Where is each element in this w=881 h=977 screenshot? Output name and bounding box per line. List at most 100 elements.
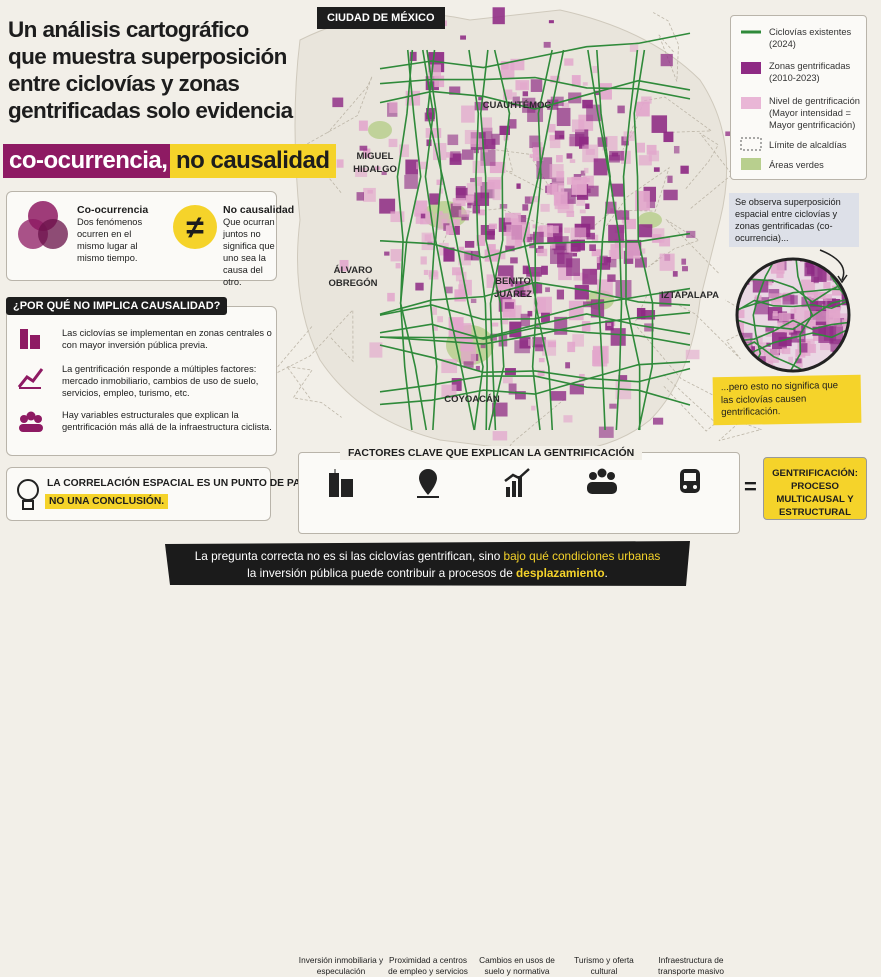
gentrified-zone bbox=[438, 188, 443, 194]
district-label: OBREGÓN bbox=[328, 278, 378, 289]
gentrified-zone bbox=[538, 358, 545, 363]
gentrified-zone bbox=[381, 171, 387, 176]
legend-label: Zonas gentrificadas (2010-2023) bbox=[769, 61, 851, 83]
gentrified-zone bbox=[615, 280, 632, 298]
district-label: ÁLVARO bbox=[333, 265, 373, 276]
gentrified-zone bbox=[831, 285, 844, 296]
gentrified-zone bbox=[610, 243, 623, 259]
gentrified-zone bbox=[545, 287, 550, 293]
gentrified-zone bbox=[415, 282, 424, 291]
gentrified-zone bbox=[788, 319, 797, 328]
gentrified-zone bbox=[532, 147, 544, 161]
gentrified-zone bbox=[390, 211, 405, 223]
gentrified-zone bbox=[813, 291, 826, 300]
gentrified-zone bbox=[488, 223, 497, 230]
decor bbox=[589, 472, 597, 480]
gentrified-zone bbox=[556, 107, 571, 127]
gentrified-zone bbox=[480, 224, 495, 236]
gentrified-zone bbox=[566, 258, 580, 276]
gentrified-zone bbox=[556, 289, 565, 300]
decor bbox=[341, 479, 353, 497]
gentrified-zone bbox=[438, 211, 443, 215]
why-item: Hay variables estructurales que explican… bbox=[62, 410, 272, 432]
bike-lane bbox=[737, 319, 849, 342]
gentrified-zone bbox=[499, 203, 508, 209]
gentrified-zone bbox=[606, 323, 612, 327]
gentrified-zone bbox=[539, 225, 554, 238]
decor bbox=[693, 485, 697, 489]
gentrified-zone bbox=[564, 58, 574, 66]
gentrified-zone bbox=[795, 358, 802, 364]
gentrified-zone bbox=[481, 117, 493, 132]
gentrified-zone bbox=[607, 274, 616, 282]
gentrified-zone bbox=[576, 199, 586, 206]
gentrified-zone bbox=[569, 159, 576, 163]
gentrified-zone bbox=[476, 209, 485, 216]
gentrified-zone bbox=[582, 82, 588, 86]
factors-box: Inversión inmobiliaria y especulación Pr… bbox=[298, 452, 740, 976]
gentrified-zone bbox=[437, 316, 443, 323]
gentrified-zone bbox=[424, 234, 432, 242]
gentrified-zone bbox=[750, 346, 755, 353]
gentrified-zone bbox=[486, 274, 499, 288]
gentrified-zone bbox=[569, 383, 584, 395]
factor-label: Inversión inmobiliaria y especulación bbox=[298, 955, 384, 976]
bike-lane bbox=[379, 232, 691, 259]
bike-lane bbox=[379, 79, 691, 110]
gentrified-zone bbox=[582, 99, 593, 109]
gentrified-zone bbox=[541, 312, 550, 323]
gentrified-zone bbox=[409, 51, 417, 61]
gentrified-zone bbox=[405, 159, 418, 175]
gentrified-zone bbox=[565, 362, 571, 369]
gentrified-zone bbox=[532, 337, 546, 348]
gentrified-zone bbox=[772, 313, 779, 320]
why-item: Las ciclovías se implementan en zonas ce… bbox=[62, 328, 272, 350]
legend-label: Nivel de gentrificación (Mayor intensida… bbox=[769, 96, 860, 130]
decor bbox=[607, 472, 615, 480]
bike-lane bbox=[534, 49, 554, 431]
gentrified-zone bbox=[510, 257, 518, 264]
gentrified-zone bbox=[424, 112, 435, 122]
footer-text: . bbox=[604, 566, 608, 580]
bike-lane bbox=[737, 299, 849, 313]
highlight: no causalidad bbox=[170, 144, 336, 178]
decor bbox=[741, 158, 761, 170]
gentrified-zone bbox=[623, 218, 637, 230]
gentrified-zone bbox=[611, 183, 625, 197]
gentrified-zone bbox=[445, 286, 453, 294]
gentrified-zone bbox=[617, 105, 625, 114]
gentrified-zone bbox=[618, 375, 628, 382]
gentrified-zone bbox=[563, 415, 573, 423]
gentrified-zone bbox=[561, 102, 570, 108]
gentrified-zone bbox=[445, 225, 455, 235]
gentrified-zone bbox=[530, 79, 543, 92]
gentrified-zone bbox=[425, 128, 442, 138]
gentrified-zone bbox=[550, 243, 556, 249]
gentrified-zone bbox=[387, 292, 395, 302]
concept-title: No causalidad bbox=[223, 204, 295, 216]
district-label: IZTAPALAPA bbox=[660, 290, 720, 301]
gentrified-zone bbox=[827, 298, 841, 311]
decor: la inversión pública puede contribuir a … bbox=[170, 565, 685, 582]
gentrified-zone bbox=[806, 266, 815, 275]
gentrified-zone bbox=[546, 184, 558, 195]
result-box: GENTRIFICACIÓN: PROCESO MULTICAUSAL Y ES… bbox=[763, 457, 867, 520]
gentrified-zone bbox=[504, 302, 514, 309]
gentrified-zone bbox=[470, 178, 475, 183]
callout-top: Se observa superposición espacial entre … bbox=[729, 193, 859, 247]
title-line: Un análisis cartográfico bbox=[8, 17, 249, 42]
gentrified-zone bbox=[461, 105, 475, 123]
gentrified-zone bbox=[811, 265, 827, 283]
bike-lane bbox=[426, 49, 475, 431]
gentrified-zone bbox=[452, 198, 466, 207]
gentrified-zone bbox=[502, 377, 513, 384]
bike-lane bbox=[379, 360, 691, 406]
gentrified-zone bbox=[526, 233, 536, 240]
gentrified-zone bbox=[461, 214, 469, 221]
concept-text: Que ocurran juntos no significa que uno … bbox=[223, 217, 275, 287]
alcaldia-boundary bbox=[558, 166, 670, 256]
decor bbox=[19, 387, 41, 389]
gentrified-zone bbox=[586, 232, 595, 240]
gentrified-zone bbox=[795, 325, 802, 331]
gentrified-zone bbox=[384, 251, 390, 256]
